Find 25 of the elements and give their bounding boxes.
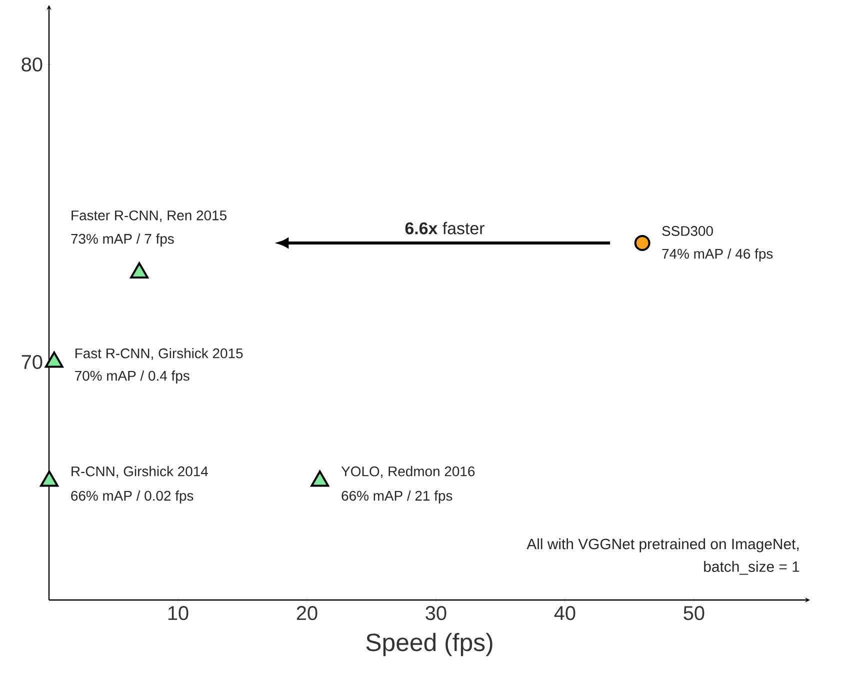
- point: [40, 470, 58, 487]
- y-tick-label: 80: [22, 57, 42, 72]
- point: [44, 352, 64, 368]
- x-tick-label: 20: [296, 606, 318, 620]
- x-tick-label: 50: [684, 606, 704, 620]
- x-tick-label: 10: [168, 606, 188, 620]
- annotation: 74% mAP / 46 fps: [662, 248, 773, 262]
- annotation: SSD300: [662, 226, 713, 236]
- annotation: 66% mAP / 21 fps: [342, 490, 452, 504]
- x-tick-label: 30: [426, 606, 446, 620]
- annotation: Fast R-CNN, Girshick 2015: [76, 348, 243, 360]
- point: [130, 262, 148, 278]
- x-tick-label: 40: [554, 606, 576, 620]
- annotation: R-CNN, Girshick 2014: [72, 466, 208, 478]
- annotation: 70% mAP / 0.4 fps: [75, 370, 190, 384]
- annotation: 66% mAP / 0.02 fps: [71, 490, 194, 504]
- y-tick-label: 70: [22, 354, 42, 370]
- point: [310, 470, 330, 487]
- annotation: All with VGGNet pretrained on ImageNet,: [526, 538, 799, 552]
- annotation: batch_size = 1: [704, 560, 800, 575]
- annotation: 6.6x faster: [405, 222, 484, 234]
- annotation: YOLO, Redmon 2016: [341, 466, 475, 478]
- annotation: 73% mAP / 7 fps: [71, 234, 174, 247]
- annotation: Faster R-CNN, Ren 2015: [72, 210, 226, 222]
- x-axis-title: Speed (fps): [366, 632, 492, 656]
